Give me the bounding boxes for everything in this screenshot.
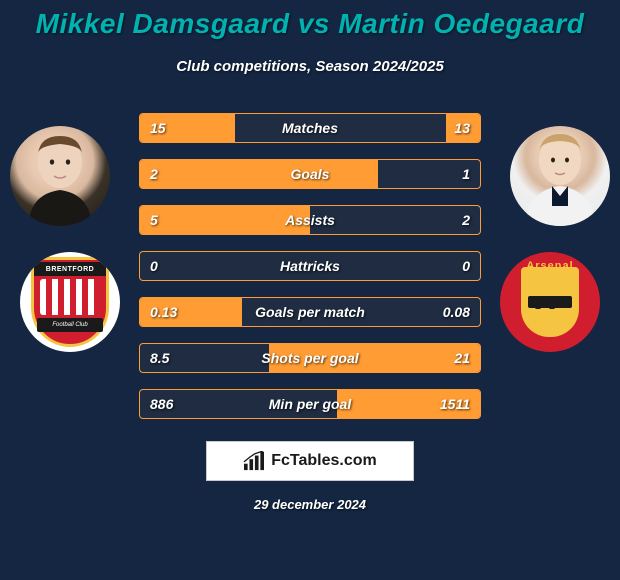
stat-label: Hattricks xyxy=(280,258,340,274)
stat-row: 8.5 Shots per goal 21 xyxy=(139,343,481,373)
stat-right-value: 21 xyxy=(454,350,470,366)
stat-label: Goals xyxy=(291,166,330,182)
subtitle: Club competitions, Season 2024/2025 xyxy=(176,58,444,75)
stat-fill-left xyxy=(140,160,378,188)
player-right-avatar xyxy=(510,126,610,226)
stat-label: Assists xyxy=(285,212,335,228)
stat-left-value: 0 xyxy=(150,258,158,274)
player-left-avatar xyxy=(10,126,110,226)
club-left-sub: Football Club xyxy=(37,318,103,332)
stat-right-value: 13 xyxy=(454,120,470,136)
stat-row: 15 Matches 13 xyxy=(139,113,481,143)
page-title: Mikkel Damsgaard vs Martin Oedegaard xyxy=(36,8,585,40)
stat-right-value: 2 xyxy=(462,212,470,228)
stat-row: 2 Goals 1 xyxy=(139,159,481,189)
club-right-badge: Arsenal xyxy=(500,252,600,352)
stat-left-value: 5 xyxy=(150,212,158,228)
site-name: FcTables.com xyxy=(271,452,377,470)
club-left-name: BRENTFORD xyxy=(34,262,106,276)
stat-label: Goals per match xyxy=(255,304,365,320)
stat-left-value: 15 xyxy=(150,120,166,136)
stat-row: 0.13 Goals per match 0.08 xyxy=(139,297,481,327)
stat-row: 5 Assists 2 xyxy=(139,205,481,235)
stat-right-value: 0 xyxy=(462,258,470,274)
stat-right-value: 1 xyxy=(462,166,470,182)
site-badge: FcTables.com xyxy=(206,441,414,481)
club-left-stripes xyxy=(40,279,100,315)
stat-left-value: 886 xyxy=(150,396,173,412)
stat-row: 886 Min per goal 1511 xyxy=(139,389,481,419)
club-left-badge: BRENTFORD Football Club xyxy=(20,252,120,352)
stat-label: Shots per goal xyxy=(261,350,358,366)
stat-left-value: 2 xyxy=(150,166,158,182)
cannon-icon xyxy=(528,296,572,308)
stat-left-value: 8.5 xyxy=(150,350,169,366)
footer-date: 29 december 2024 xyxy=(254,497,366,512)
stats-list: 15Matches132Goals15Assists20Hattricks00.… xyxy=(139,113,481,419)
stat-label: Min per goal xyxy=(269,396,351,412)
stat-right-value: 1511 xyxy=(440,396,470,412)
stat-right-value: 0.08 xyxy=(443,304,470,320)
stat-left-value: 0.13 xyxy=(150,304,177,320)
stat-row: 0 Hattricks 0 xyxy=(139,251,481,281)
chart-icon xyxy=(243,451,265,471)
stat-label: Matches xyxy=(282,120,338,136)
